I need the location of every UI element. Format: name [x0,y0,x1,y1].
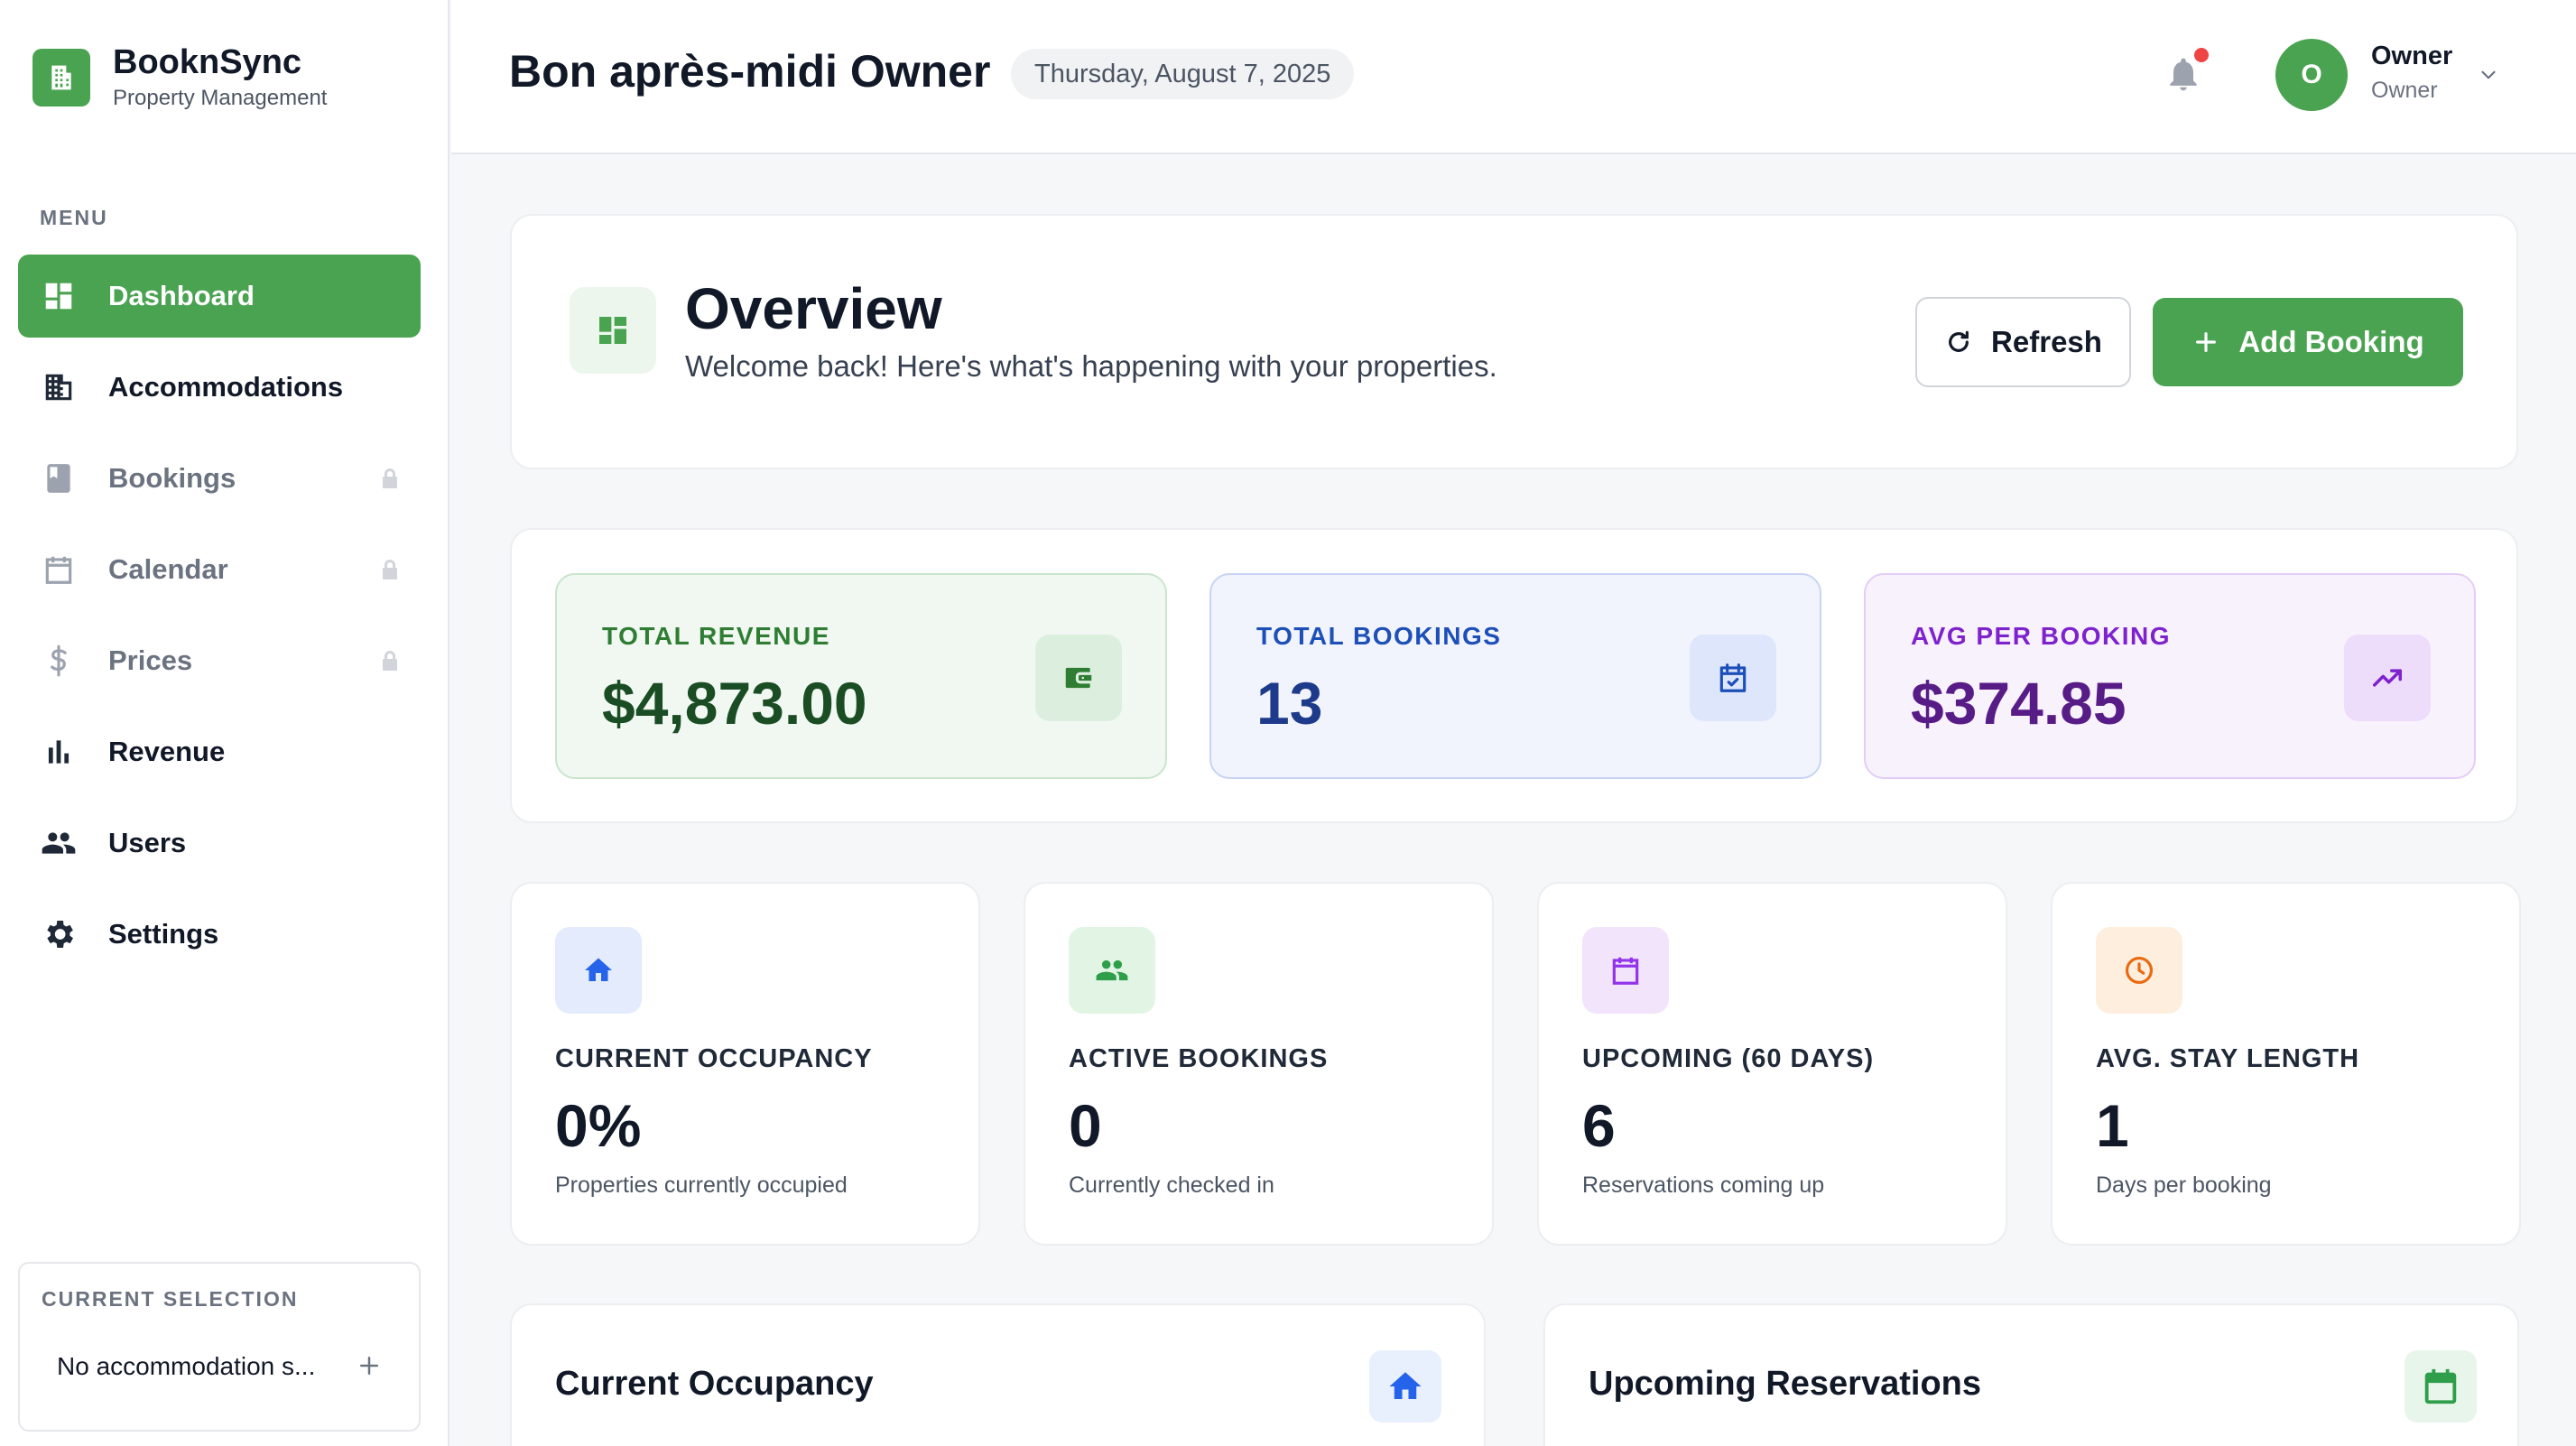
total-bookings-card: TOTAL BOOKINGS 13 [1209,573,1821,779]
sidebar-item-label: Settings [108,918,219,950]
stat-label: ACTIVE BOOKINGS [1069,1044,1329,1073]
brand-name: BooknSync [113,43,302,81]
total-label: AVG PER BOOKING [1911,622,2172,650]
sidebar-item-accommodations[interactable]: Accommodations [18,346,421,429]
overview-title: Overview [685,276,942,341]
stat-subtext: Properties currently occupied [555,1173,848,1198]
page-greeting: Bon après-midi Owner [509,46,991,97]
stat-label: AVG. STAY LENGTH [2096,1044,2360,1073]
total-value: $4,873.00 [602,670,867,737]
sidebar-item-label: Accommodations [108,371,344,403]
chevron-down-icon[interactable] [2477,63,2500,87]
stat-label: CURRENT OCCUPANCY [555,1044,873,1073]
brand-subtitle: Property Management [113,86,328,110]
lock-icon [383,651,397,671]
user-name[interactable]: Owner [2371,42,2453,70]
avg-per-booking-card: AVG PER BOOKING $374.85 [1864,573,2476,779]
book-icon [40,459,78,497]
home-icon [1369,1350,1441,1423]
stat-active-bookings: ACTIVE BOOKINGS 0 Currently checked in [1024,882,1494,1246]
panel-title: Current Occupancy [555,1365,874,1403]
current-selection-value[interactable]: No accommodation s... [57,1352,316,1380]
dollar-icon [40,642,78,680]
refresh-icon [1949,330,1969,352]
stat-label: UPCOMING (60 DAYS) [1582,1044,1875,1073]
building-icon [32,49,90,107]
stat-value: 6 [1582,1092,1616,1159]
wallet-icon [1035,635,1122,721]
stat-subtext: Reservations coming up [1582,1173,1825,1198]
stat-subtext: Days per booking [2096,1173,2272,1198]
total-label: TOTAL REVENUE [602,622,830,650]
sidebar-item-label: Bookings [108,462,236,494]
calendar-icon [40,551,78,589]
plus-icon [2196,332,2217,352]
bell-icon[interactable] [2164,52,2203,96]
sidebar-item-calendar[interactable]: Calendar [18,528,421,611]
overview-subtitle: Welcome back! Here's what's happening wi… [685,349,1497,383]
calendar-icon [1582,927,1669,1014]
panel-title: Upcoming Reservations [1589,1365,1981,1403]
sidebar-item-prices[interactable]: Prices [18,619,421,702]
users-icon [1069,927,1155,1014]
trending-up-icon [2344,635,2431,721]
refresh-label: Refresh [1991,325,2102,358]
sidebar-item-bookings[interactable]: Bookings [18,437,421,520]
dashboard-icon [570,287,656,374]
total-value: 13 [1256,670,1323,737]
sidebar: BooknSync Property Management MENU Dashb… [0,0,449,1446]
date-badge: Thursday, August 7, 2025 [1011,49,1355,99]
sidebar-item-settings[interactable]: Settings [18,893,421,976]
total-value: $374.85 [1911,670,2127,737]
sidebar-nav: Dashboard Accommodations Bookings Calend… [18,255,421,984]
add-booking-button[interactable]: Add Booking [2153,298,2463,386]
brand[interactable]: BooknSync Property Management [32,42,327,114]
stat-upcoming: UPCOMING (60 DAYS) 6 Reservations coming… [1537,882,2007,1246]
lock-icon [383,560,397,579]
sidebar-item-label: Users [108,827,187,858]
totals-card: TOTAL REVENUE $4,873.00 TOTAL BOOKINGS 1… [510,528,2518,823]
sidebar-item-users[interactable]: Users [18,802,421,885]
user-role: Owner [2371,78,2438,103]
top-header: Bon après-midi Owner Thursday, August 7,… [451,0,2576,154]
stat-value: 1 [2096,1092,2129,1159]
total-revenue-card: TOTAL REVENUE $4,873.00 [555,573,1167,779]
upcoming-reservations-panel: Upcoming Reservations [1543,1303,2519,1446]
notification-dot [2194,48,2209,62]
sidebar-item-label: Calendar [108,553,228,585]
stat-avg-stay-length: AVG. STAY LENGTH 1 Days per booking [2051,882,2521,1246]
stat-value: 0% [555,1092,642,1159]
menu-label: MENU [40,206,108,229]
add-booking-label: Add Booking [2238,325,2424,358]
sidebar-item-label: Dashboard [108,280,255,311]
gear-icon [40,915,78,953]
dashboard-icon [40,277,78,315]
building-icon [40,368,78,406]
refresh-button[interactable]: Refresh [1915,297,2131,387]
bar-chart-icon [40,733,78,771]
clock-icon [2096,927,2182,1014]
current-selection-label: CURRENT SELECTION [42,1287,299,1311]
users-icon [40,824,78,862]
calendar-check-icon [1690,635,1776,721]
sidebar-item-label: Prices [108,644,193,676]
avatar[interactable]: O [2275,39,2348,111]
current-occupancy-panel: Current Occupancy [510,1303,1486,1446]
lock-icon [383,468,397,488]
sidebar-item-revenue[interactable]: Revenue [18,710,421,793]
home-icon [555,927,642,1014]
calendar-icon [2405,1350,2477,1423]
current-selection: CURRENT SELECTION No accommodation s... [18,1262,421,1432]
total-label: TOTAL BOOKINGS [1256,622,1502,650]
sidebar-item-dashboard[interactable]: Dashboard [18,255,421,338]
sidebar-item-label: Revenue [108,736,226,767]
stat-value: 0 [1069,1092,1102,1159]
stat-subtext: Currently checked in [1069,1173,1274,1198]
plus-icon[interactable] [356,1352,383,1379]
stat-current-occupancy: CURRENT OCCUPANCY 0% Properties currentl… [510,882,980,1246]
overview-card: Overview Welcome back! Here's what's hap… [510,214,2518,469]
